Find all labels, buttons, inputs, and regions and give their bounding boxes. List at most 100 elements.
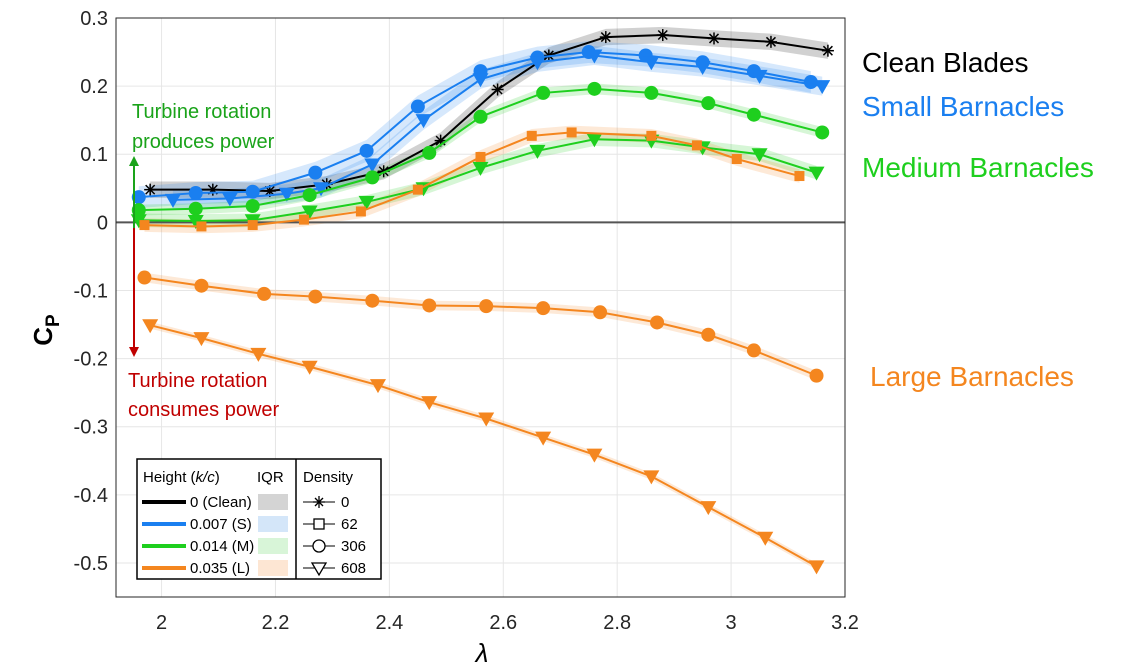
data-point-large-306 (593, 305, 607, 319)
data-point-medium-306 (536, 86, 550, 100)
y-tick-label: -0.1 (74, 280, 108, 302)
consumes-arrowhead (129, 347, 139, 357)
data-point-clean (708, 32, 720, 44)
legend-density-label-0: 0 (341, 494, 349, 511)
x-axis-label: λ (474, 638, 489, 665)
data-point-medium-306 (422, 146, 436, 160)
large-barnacles-label: Large Barnacles (870, 361, 1074, 392)
data-point-clean (144, 184, 156, 196)
data-point-medium-306 (474, 110, 488, 124)
produces-arrowhead (129, 156, 139, 166)
x-tick-label: 3 (726, 612, 737, 634)
legend-height-title: Height (k/c) (143, 469, 220, 486)
legend-density-label-608: 608 (341, 560, 366, 577)
data-point-clean (492, 84, 504, 96)
legend-density-label-306: 306 (341, 538, 366, 555)
data-point-medium-306 (815, 125, 829, 139)
x-tick-label: 2.2 (262, 612, 290, 634)
data-point-large-306 (422, 298, 436, 312)
data-point-medium-306 (246, 199, 260, 213)
x-tick-label: 2.8 (603, 612, 631, 634)
data-point-large-62 (567, 127, 577, 137)
data-point-large-306 (536, 301, 550, 315)
data-point-large-306 (257, 287, 271, 301)
data-point-large-62 (646, 131, 656, 141)
data-point-large-62 (476, 152, 486, 162)
legend-iqr-title: IQR (257, 469, 284, 486)
data-point-large-62 (732, 154, 742, 164)
data-point-medium-306 (747, 108, 761, 122)
y-tick-label: -0.3 (74, 417, 108, 439)
y-tick-label: 0.1 (80, 144, 108, 166)
data-point-medium-306 (365, 170, 379, 184)
data-point-large-62 (692, 140, 702, 150)
data-point-large-306 (308, 290, 322, 304)
legend-density-label-62: 62 (341, 516, 358, 533)
clean-blades-label: Clean Blades (862, 47, 1029, 78)
consumes-label-1: Turbine rotation (128, 370, 267, 392)
legend-label-small: 0.007 (S) (190, 516, 252, 533)
medium-barnacles-label: Medium Barnacles (862, 152, 1094, 183)
data-point-small-306 (360, 144, 374, 158)
data-point-large-306 (810, 369, 824, 383)
x-tick-label: 3.2 (831, 612, 859, 634)
data-point-large-62 (527, 131, 537, 141)
data-point-large-62 (248, 220, 258, 230)
legend-label-medium: 0.014 (M) (190, 538, 254, 555)
y-tick-label: 0 (97, 212, 108, 234)
iqr-band-large-306 (144, 273, 816, 381)
data-point-medium-306 (303, 188, 317, 202)
data-point-clean (657, 29, 669, 41)
data-point-large-62 (413, 185, 423, 195)
data-point-large-608 (809, 560, 825, 574)
legend-iqr-large (258, 560, 288, 576)
legend-iqr-small (258, 516, 288, 532)
cp-chart: 2 2.2 2.4 2.6 2.8 3 3.2-0.5-0.4-0.3-0.2-0.100.… (0, 0, 1138, 665)
x-tick-label: 2.6 (489, 612, 517, 634)
power-arrows (129, 156, 139, 357)
data-point-large-62 (139, 220, 149, 230)
data-point-small-306 (308, 166, 322, 180)
x-tick-label: 2 (156, 612, 167, 634)
produces-label-2: produces power (132, 131, 275, 153)
series-line-large-306 (144, 278, 816, 376)
legend-label-clean: 0 (Clean) (190, 494, 252, 511)
y-tick-label: -0.2 (74, 349, 108, 371)
data-point-large-306 (479, 299, 493, 313)
data-point-large-306 (650, 315, 664, 329)
data-point-small-306 (411, 100, 425, 114)
legend-iqr-clean (258, 494, 288, 510)
data-point-clean (207, 184, 219, 196)
data-point-large-62 (356, 206, 366, 216)
data-point-clean (600, 31, 612, 43)
legend-square-marker (314, 519, 324, 529)
data-point-large-306 (701, 328, 715, 342)
data-point-large-306 (747, 343, 761, 357)
data-point-large-62 (299, 215, 309, 225)
data-point-small-306 (189, 186, 203, 200)
produces-label-1: Turbine rotation (132, 101, 271, 123)
y-tick-label: 0.2 (80, 76, 108, 98)
data-point-large-306 (137, 271, 151, 285)
legend-circle-marker (313, 540, 325, 552)
data-point-medium-306 (189, 202, 203, 216)
legend: Height (k/c) IQR Density 0 (Clean) 0.007… (137, 459, 381, 579)
legend-density-title: Density (303, 469, 354, 486)
data-point-large-62 (196, 221, 206, 231)
data-point-medium-306 (701, 96, 715, 110)
y-tick-label: -0.5 (74, 553, 108, 575)
legend-iqr-medium (258, 538, 288, 554)
data-point-medium-306 (587, 82, 601, 96)
data-point-large-62 (794, 171, 804, 181)
consumes-label-2: consumes power (128, 399, 280, 421)
y-tick-label: -0.4 (74, 485, 108, 507)
small-barnacles-label: Small Barnacles (862, 91, 1064, 122)
y-tick-label: 0.3 (80, 8, 108, 30)
y-axis-label: CP (28, 314, 64, 346)
legend-label-large: 0.035 (L) (190, 560, 250, 577)
data-point-medium-306 (644, 86, 658, 100)
data-point-large-306 (194, 279, 208, 293)
data-point-clean (822, 45, 834, 57)
data-point-clean (765, 36, 777, 48)
data-point-large-306 (365, 294, 379, 308)
